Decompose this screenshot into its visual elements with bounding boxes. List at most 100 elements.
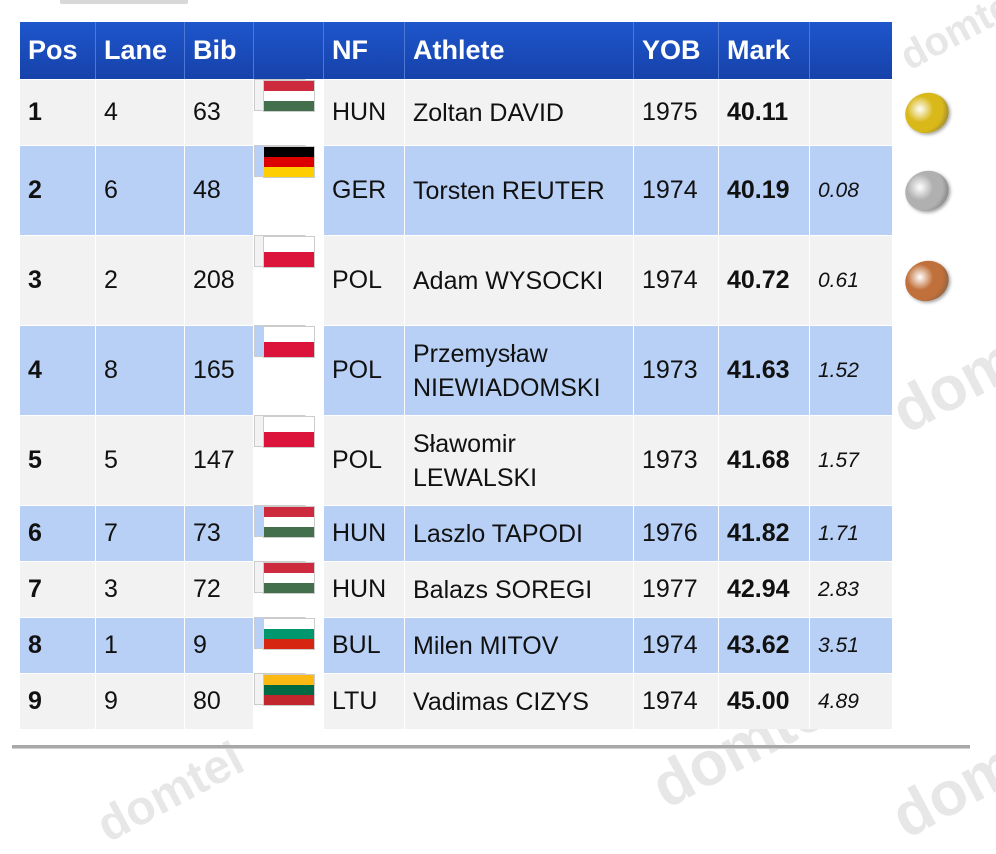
cell-flag [254,79,315,112]
header-athlete[interactable]: Athlete [405,22,634,79]
cell-lane: 3 [96,561,185,617]
header-yob[interactable]: YOB [634,22,719,79]
cell-flag [254,673,315,706]
cell-gap: 1.71 [810,505,892,561]
watermark: domtel [88,732,253,853]
cell-pos: 1 [20,79,96,145]
cell-nf: HUN [324,561,405,617]
header-nf[interactable]: NF [324,22,405,79]
cell-athlete: Laszlo TAPODI [405,505,634,561]
cell-yob: 1977 [634,561,719,617]
table-row[interactable]: 5 5 147 POL Sławomir LEWALSKI 1973 41.68 1.57 [20,415,892,505]
header-gap [810,22,892,79]
cell-mark: 41.63 [719,325,810,415]
flag-icon [263,146,315,178]
table-row[interactable]: 1 4 63 HUN Zoltan DAVID 1975 40.11 [20,79,892,145]
cell-yob: 1976 [634,505,719,561]
cell-mark: 41.68 [719,415,810,505]
cell-mark: 41.82 [719,505,810,561]
cell-nf: POL [324,415,405,505]
cell-yob: 1974 [634,673,719,729]
header-lane[interactable]: Lane [96,22,185,79]
flag-icon [263,562,315,594]
watermark: domtel [880,695,996,852]
cell-bib: 63 [185,79,254,145]
cell-gap: 1.57 [810,415,892,505]
watermark: domtel [893,0,996,79]
table-row[interactable]: 8 1 9 BUL Milen MITOV 1974 43.62 3.51 [20,617,892,673]
cell-pos: 7 [20,561,96,617]
header-mark[interactable]: Mark [719,22,810,79]
cell-flag [254,505,315,538]
cell-pos: 6 [20,505,96,561]
header-bib[interactable]: Bib [185,22,254,79]
table-row[interactable]: 2 6 48 GER Torsten REUTER 1974 40.19 0.08 [20,145,892,235]
cell-nf: GER [324,145,405,235]
table-row[interactable]: 9 9 80 LTU Vadimas CIZYS 1974 45.00 4.89 [20,673,892,729]
cell-pos: 8 [20,617,96,673]
header-flag [254,22,324,79]
cell-yob: 1974 [634,145,719,235]
cell-gap [810,79,892,145]
cell-pos: 9 [20,673,96,729]
cell-nf: LTU [324,673,405,729]
flag-icon [263,326,315,358]
cell-gap: 3.51 [810,617,892,673]
cell-flag [254,235,315,268]
cell-bib: 9 [185,617,254,673]
cell-flag [254,145,315,178]
flag-icon [263,618,315,650]
cell-lane: 1 [96,617,185,673]
table-row[interactable]: 4 8 165 POL Przemysław NIEWIADOMSKI 1973 41.63… [20,325,892,415]
table-row[interactable]: 7 3 72 HUN Balazs SOREGI 1977 42.94 2.83 [20,561,892,617]
cell-athlete: Vadimas CIZYS [405,673,634,729]
cell-athlete: Zoltan DAVID [405,79,634,145]
cell-athlete: Milen MITOV [405,617,634,673]
cell-lane: 4 [96,79,185,145]
cell-flag [254,325,315,358]
cell-athlete: Torsten REUTER [405,145,634,235]
medal-cell [892,146,962,236]
cell-gap: 1.52 [810,325,892,415]
table-row[interactable]: 3 2 208 POL Adam WYSOCKI 1974 40.72 0.61 [20,235,892,325]
cell-athlete: Przemysław NIEWIADOMSKI [405,325,634,415]
cell-nf: POL [324,235,405,325]
cell-athlete: Adam WYSOCKI [405,235,634,325]
cell-flag [254,617,315,650]
cell-bib: 165 [185,325,254,415]
silver-medal-icon [899,164,955,218]
header-row: Pos Lane Bib NF Athlete YOB Mark [20,22,892,79]
gold-medal-icon [899,86,955,140]
cell-mark: 43.62 [719,617,810,673]
cell-lane: 7 [96,505,185,561]
cell-lane: 5 [96,415,185,505]
cell-nf: BUL [324,617,405,673]
cell-nf: HUN [324,505,405,561]
cell-yob: 1974 [634,235,719,325]
cell-bib: 48 [185,145,254,235]
cell-flag [254,415,315,448]
cell-bib: 80 [185,673,254,729]
flag-icon [263,416,315,448]
cell-yob: 1974 [634,617,719,673]
header-pos[interactable]: Pos [20,22,96,79]
bottom-divider [12,745,970,749]
cell-yob: 1973 [634,415,719,505]
cell-yob: 1975 [634,79,719,145]
cell-pos: 2 [20,145,96,235]
cell-pos: 5 [20,415,96,505]
cell-lane: 8 [96,325,185,415]
cell-gap: 0.08 [810,145,892,235]
cell-gap: 4.89 [810,673,892,729]
cell-gap: 2.83 [810,561,892,617]
flag-icon [263,674,315,706]
top-bar-stub [60,0,188,4]
table-row[interactable]: 6 7 73 HUN Laszlo TAPODI 1976 41.82 1.71 [20,505,892,561]
cell-lane: 2 [96,235,185,325]
bronze-medal-icon [899,254,955,308]
cell-pos: 4 [20,325,96,415]
flag-icon [263,236,315,268]
cell-athlete: Balazs SOREGI [405,561,634,617]
medal-cell [892,80,962,146]
cell-lane: 6 [96,145,185,235]
